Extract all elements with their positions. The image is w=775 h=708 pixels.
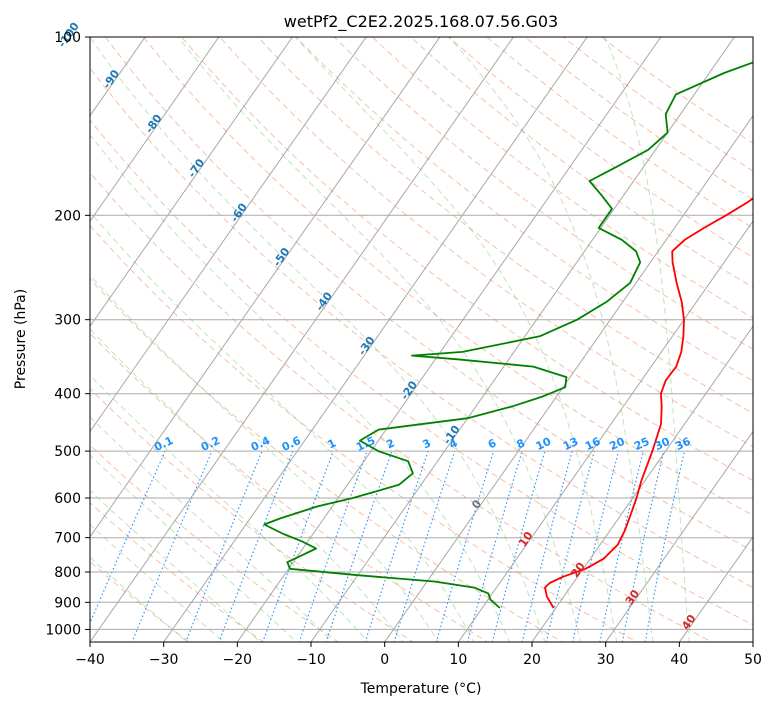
y-tick-label: 800 xyxy=(54,565,81,581)
dry-adiabat-line xyxy=(90,171,713,642)
y-axis-label: Pressure (hPa) xyxy=(13,289,29,389)
mixing-ratio-label: 13 xyxy=(561,435,580,453)
dry-adiabat-line xyxy=(142,37,753,516)
x-tick-label: −30 xyxy=(149,652,179,668)
mixing-ratio-label: 36 xyxy=(673,435,693,453)
mixing-ratio-label: 20 xyxy=(607,435,627,453)
isotherm-line xyxy=(90,37,515,642)
x-tick-label: 30 xyxy=(597,652,615,668)
x-tick-label: 20 xyxy=(523,652,541,668)
gridlines xyxy=(90,37,753,642)
isotherm-line xyxy=(90,37,220,222)
y-tick-label: 1000 xyxy=(45,622,81,638)
mixing-ratio-label: 30 xyxy=(653,435,673,453)
isotherm-line xyxy=(605,430,753,642)
isotherm-line xyxy=(90,37,441,538)
dry-adiabat-line xyxy=(219,37,753,448)
isotherm-line xyxy=(90,37,294,328)
isotherm-line xyxy=(236,37,662,642)
dewpoint-profile xyxy=(263,61,753,609)
x-tick-label: 50 xyxy=(744,652,762,668)
moist-adiabat-line xyxy=(90,523,225,642)
y-tick-label: 200 xyxy=(54,208,81,224)
x-tick-label: 40 xyxy=(670,652,688,668)
moist-adiabat-line xyxy=(90,328,404,642)
moist-adiabat-line xyxy=(90,454,298,642)
dry-adiabat-line xyxy=(257,37,753,415)
x-tick-label: −10 xyxy=(296,652,326,668)
moist-adiabat-line xyxy=(90,274,440,642)
chart-title: wetPf2_C2E2.2025.168.07.56.G03 xyxy=(284,12,558,32)
isotherm-line xyxy=(90,37,367,433)
x-axis-label: Temperature (°C) xyxy=(360,681,482,697)
y-tick-label: 300 xyxy=(54,313,81,329)
moist-adiabat-line xyxy=(90,374,369,642)
profile-lines xyxy=(263,61,753,609)
dry-adiabat-line xyxy=(90,67,753,589)
dry-adiabat-line xyxy=(90,278,564,642)
moist-adiabat-line xyxy=(177,37,582,642)
x-tick-label: −40 xyxy=(75,652,105,668)
moist-adiabat-line xyxy=(90,133,510,642)
isotherm-line xyxy=(678,535,753,642)
moist-adiabat-line xyxy=(90,489,261,642)
isotherm-line xyxy=(457,220,753,642)
x-tick-label: 10 xyxy=(449,652,467,668)
y-tick-label: 400 xyxy=(54,387,81,403)
y-tick-label: 600 xyxy=(54,491,81,507)
isotherm-line xyxy=(163,37,588,642)
mixing-ratio-label: 25 xyxy=(632,435,651,453)
moist-adiabat-line xyxy=(90,556,189,642)
moist-adiabat-line xyxy=(448,37,654,642)
y-tick-label: 900 xyxy=(54,595,81,611)
axis-ticks: −40 −30 −20 −10 0 10 20 30 40 50 100 200 300 400 500 60… xyxy=(45,30,762,668)
y-tick-label: 700 xyxy=(54,531,81,547)
x-tick-label: 0 xyxy=(380,652,389,668)
dry-adiabat-line xyxy=(90,332,489,642)
mixing-ratio-label: 16 xyxy=(583,435,603,453)
isotherm-line xyxy=(384,114,753,642)
dry-adiabat-line xyxy=(90,501,265,642)
y-tick-label: 500 xyxy=(54,444,81,460)
dry-adiabat-line xyxy=(180,37,753,482)
dry-adiabat-line xyxy=(333,37,753,350)
dry-adiabat-line xyxy=(104,37,753,552)
moist-adiabat-line xyxy=(604,37,690,642)
moist-adiabat-line xyxy=(90,211,475,642)
moist-adiabat-line xyxy=(90,37,546,642)
y-tick-label: 100 xyxy=(54,30,81,46)
x-tick-label: −20 xyxy=(223,652,253,668)
isotherm-line xyxy=(531,325,753,642)
plot-frame xyxy=(89,36,754,643)
mixing-ratio-label: 10 xyxy=(534,435,554,453)
temperature-profile xyxy=(544,197,753,609)
moist-adiabat-line xyxy=(294,37,618,642)
